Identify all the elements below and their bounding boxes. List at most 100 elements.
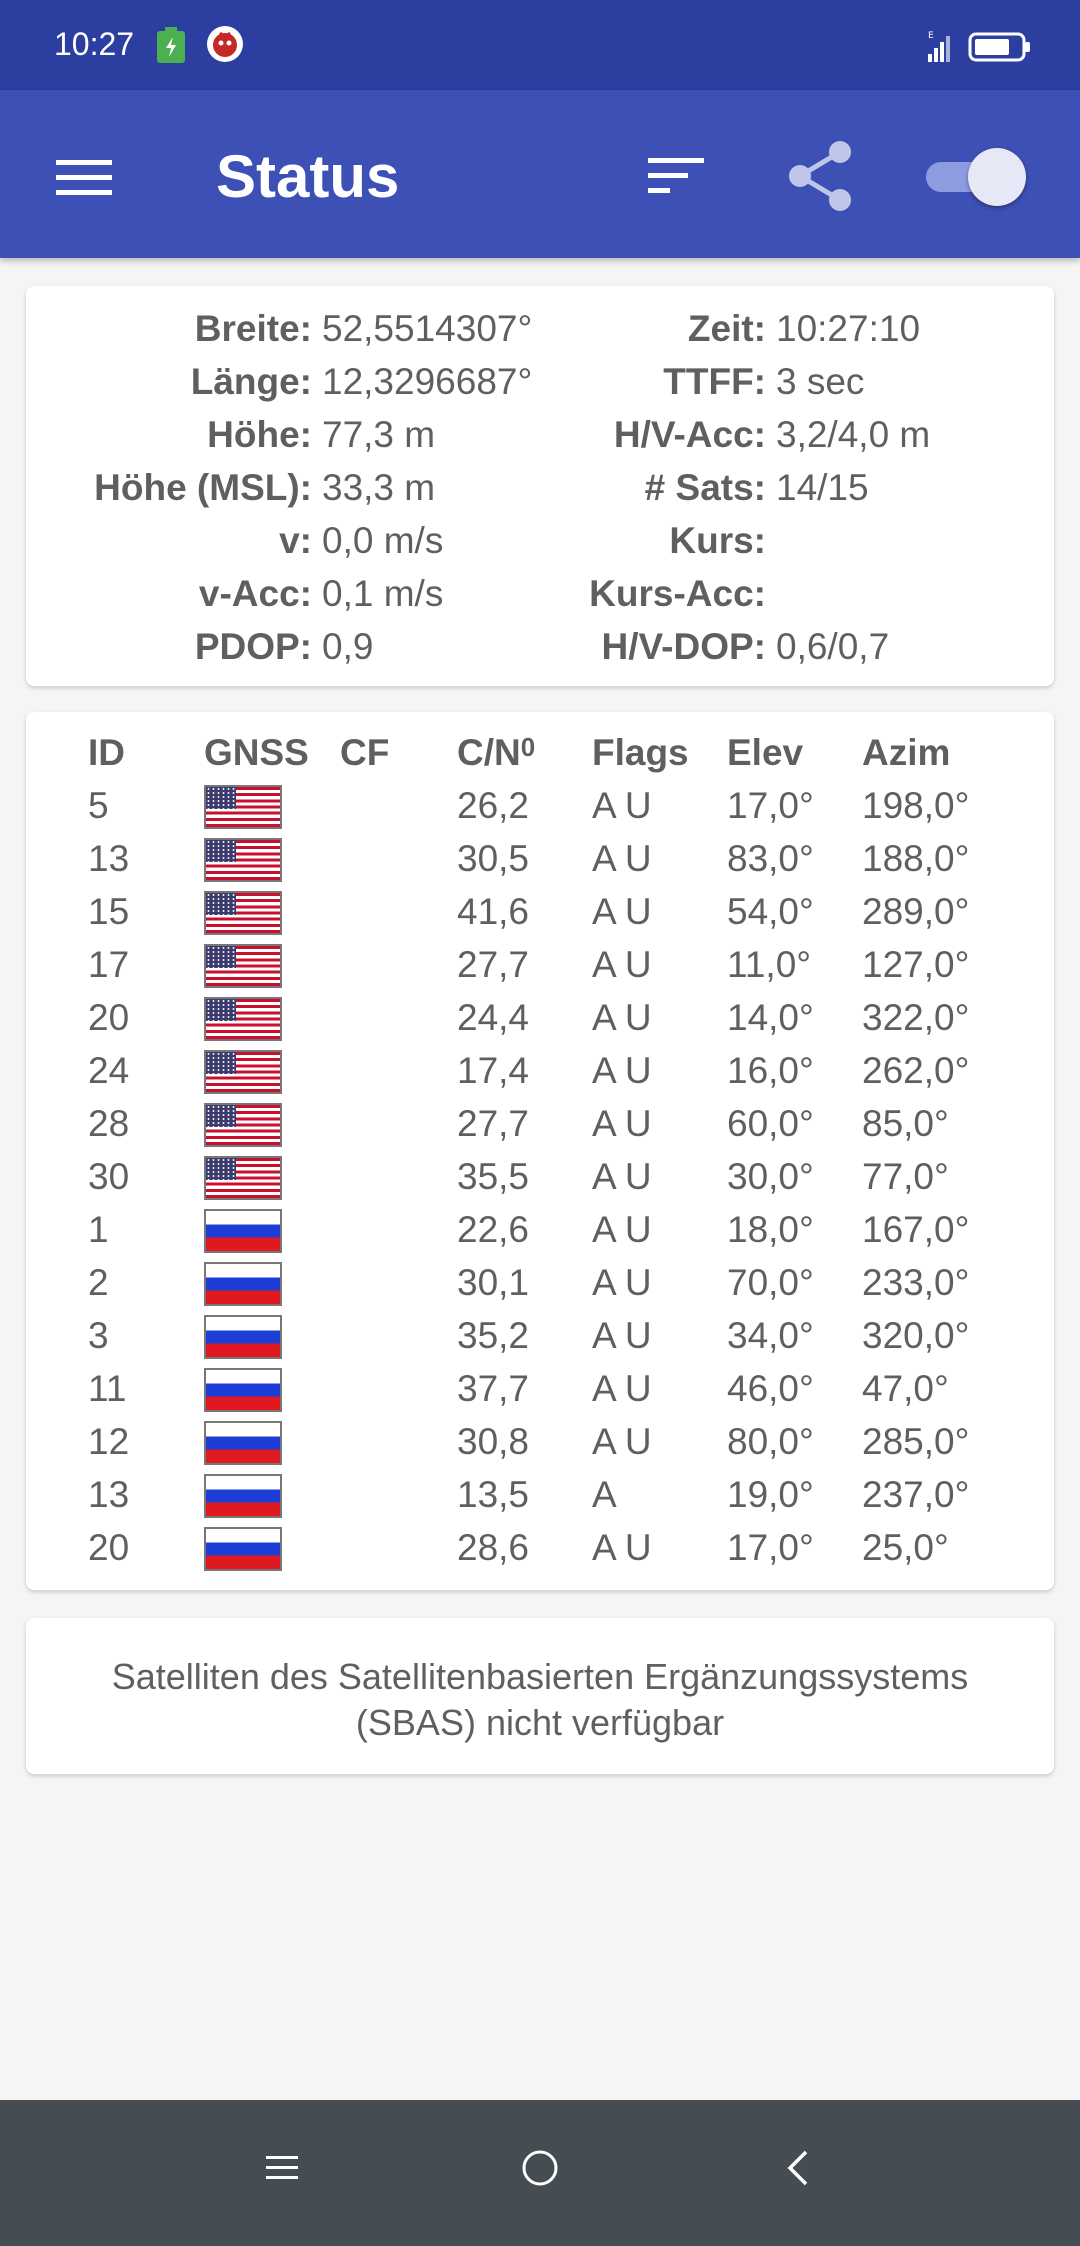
- position-card: Breite: 52,5514307° Zeit: 10:27:10 Länge: 12,…: [26, 286, 1054, 686]
- sat-cn: 24,4: [457, 997, 530, 1038]
- ru-flag-icon: [204, 1262, 282, 1306]
- header-gnss: GNSS: [204, 732, 309, 773]
- sat-azim: 77,0°: [862, 1156, 949, 1197]
- position-value: 0,0 m/s: [322, 520, 444, 561]
- position-value: 52,5514307°: [322, 308, 533, 349]
- table-row: 13 13,5 A 19,0° 237,0°: [26, 1474, 1054, 1527]
- sat-flags: A U: [592, 1156, 652, 1197]
- sat-azim: 85,0°: [862, 1103, 949, 1144]
- position-value: 12,3296687°: [322, 361, 533, 402]
- sat-elev: 70,0°: [727, 1262, 814, 1303]
- position-value: 14/15: [776, 467, 869, 508]
- us-flag-canton: [206, 999, 236, 1021]
- position-value: 33,3 m: [322, 467, 436, 508]
- sat-id: 13: [88, 838, 130, 879]
- table-row: 20 24,4 A U 14,0° 322,0°: [26, 997, 1054, 1050]
- sat-azim: 320,0°: [862, 1315, 970, 1356]
- status-time: 10:27: [54, 26, 135, 62]
- share-icon[interactable]: [780, 136, 860, 216]
- table-row: 28 27,7 A U 60,0° 85,0°: [26, 1103, 1054, 1156]
- position-row: PDOP: 0,9 H/V-DOP: 0,6/0,7: [26, 626, 1054, 679]
- battery-saver-icon: [157, 27, 185, 63]
- menu-icon[interactable]: [46, 146, 122, 206]
- sat-elev: 34,0°: [727, 1315, 814, 1356]
- position-value: 3 sec: [776, 361, 865, 402]
- us-flag-canton: [206, 1052, 236, 1074]
- sat-cn: 41,6: [457, 891, 530, 932]
- app-notification-icon: [207, 26, 243, 62]
- table-row: 30 35,5 A U 30,0° 77,0°: [26, 1156, 1054, 1209]
- position-value: 10:27:10: [776, 308, 921, 349]
- sat-elev: 14,0°: [727, 997, 814, 1038]
- sat-cn: 26,2: [457, 785, 530, 826]
- table-row: 1 22,6 A U 18,0° 167,0°: [26, 1209, 1054, 1262]
- sat-flags: A U: [592, 997, 652, 1038]
- us-flag-icon: [204, 944, 282, 988]
- table-row: 20 28,6 A U 17,0° 25,0°: [26, 1527, 1054, 1580]
- ru-flag-icon: [204, 1421, 282, 1465]
- home-icon[interactable]: [518, 2146, 562, 2190]
- table-row: 15 41,6 A U 54,0° 289,0°: [26, 891, 1054, 944]
- us-flag-icon: [204, 1156, 282, 1200]
- header-elev: Elev: [727, 732, 804, 773]
- position-label: PDOP:: [194, 626, 312, 667]
- position-value: 77,3 m: [322, 414, 436, 455]
- sat-elev: 17,0°: [727, 1527, 814, 1568]
- sort-icon[interactable]: [640, 148, 712, 204]
- position-label: Kurs-Acc:: [589, 573, 766, 614]
- sat-flags: A U: [592, 1209, 652, 1250]
- table-row: 3 35,2 A U 34,0° 320,0°: [26, 1315, 1054, 1368]
- sat-cn: 27,7: [457, 1103, 530, 1144]
- table-row: 12 30,8 A U 80,0° 285,0°: [26, 1421, 1054, 1474]
- ru-flag-icon: [204, 1527, 282, 1571]
- system-nav-bar: [0, 2100, 1080, 2246]
- position-label: H/V-DOP:: [601, 626, 766, 667]
- sat-cn: 30,8: [457, 1421, 530, 1462]
- sat-azim: 233,0°: [862, 1262, 970, 1303]
- us-flag-canton: [206, 787, 236, 809]
- sat-cn: 35,5: [457, 1156, 530, 1197]
- position-label: TTFF:: [663, 361, 766, 402]
- sbas-card: Satelliten des Satellitenbasierten Ergän…: [26, 1618, 1054, 1774]
- us-flag-icon: [204, 891, 282, 935]
- table-row: 11 37,7 A U 46,0° 47,0°: [26, 1368, 1054, 1421]
- sat-id: 12: [88, 1421, 130, 1462]
- ru-flag-icon: [204, 1474, 282, 1518]
- sat-azim: 285,0°: [862, 1421, 970, 1462]
- header-cn-subscript: 0: [520, 732, 536, 762]
- position-row: Höhe: 77,3 m H/V-Acc: 3,2/4,0 m: [26, 414, 1054, 467]
- sat-cn: 30,5: [457, 838, 530, 879]
- us-flag-icon: [204, 997, 282, 1041]
- svg-text:E: E: [928, 31, 934, 41]
- toggle-switch[interactable]: [920, 140, 1032, 210]
- sat-id: 5: [88, 785, 109, 826]
- page-title: Status: [216, 143, 400, 210]
- position-label: # Sats:: [644, 467, 766, 508]
- ru-flag-icon: [204, 1209, 282, 1253]
- sat-id: 11: [88, 1368, 127, 1409]
- position-label: Zeit:: [687, 308, 766, 349]
- position-label: Kurs:: [669, 520, 766, 561]
- sat-elev: 19,0°: [727, 1474, 814, 1515]
- toggle-thumb: [968, 148, 1026, 206]
- table-row: 13 30,5 A U 83,0° 188,0°: [26, 838, 1054, 891]
- sat-id: 28: [88, 1103, 130, 1144]
- sat-azim: 127,0°: [862, 944, 970, 985]
- sat-flags: A U: [592, 891, 652, 932]
- sat-cn: 13,5: [457, 1474, 530, 1515]
- sat-elev: 11,0°: [727, 944, 812, 985]
- sat-id: 15: [88, 891, 130, 932]
- back-icon[interactable]: [780, 2144, 816, 2192]
- sat-elev: 18,0°: [727, 1209, 814, 1250]
- sat-flags: A U: [592, 944, 652, 985]
- sat-id: 1: [88, 1209, 109, 1250]
- us-flag-canton: [206, 893, 236, 915]
- sat-flags: A U: [592, 1262, 652, 1303]
- header-azim: Azim: [862, 732, 951, 773]
- sat-flags: A U: [592, 838, 652, 879]
- status-bar: 10:27 E: [0, 0, 1080, 90]
- position-label: Breite:: [194, 308, 312, 349]
- position-label: Höhe (MSL):: [94, 467, 312, 508]
- recent-apps-icon[interactable]: [262, 2148, 302, 2188]
- table-row: 17 27,7 A U 11,0° 127,0°: [26, 944, 1054, 997]
